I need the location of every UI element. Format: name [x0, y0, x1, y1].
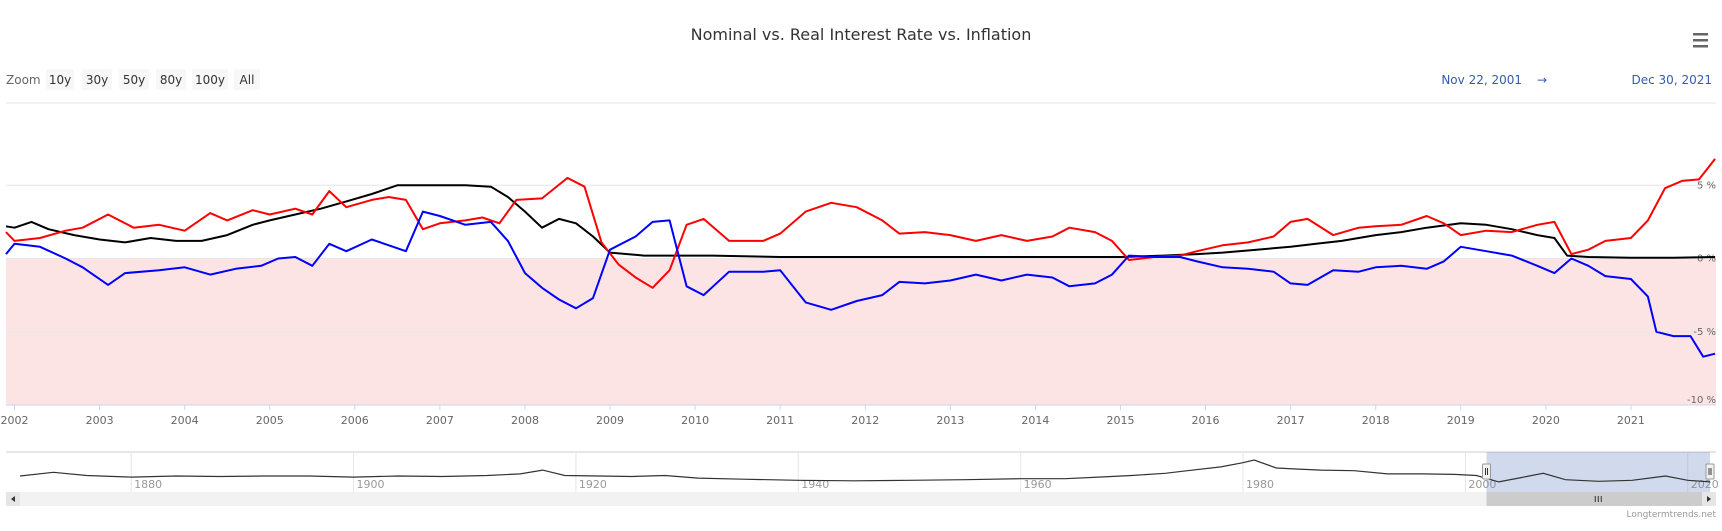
x-tick-label: 2014 [1021, 414, 1049, 427]
zoom-button-label: 80y [160, 73, 182, 87]
range-arrow: → [1537, 73, 1547, 87]
x-tick-label: 2010 [681, 414, 709, 427]
navigator-tick-label: 1900 [357, 478, 385, 491]
series-line-2 [5, 210, 1716, 358]
navigator-series-line [19, 459, 1711, 483]
chart-title: Nominal vs. Real Interest Rate vs. Infla… [691, 25, 1032, 44]
arrow-left-icon [11, 496, 15, 502]
zoom-button-bg [192, 69, 228, 90]
credit-text[interactable]: Longtermtrends.net [1627, 510, 1717, 520]
x-tick-label: 2017 [1277, 414, 1305, 427]
navigator[interactable]: 18801900192019401960198020002020 [6, 451, 1719, 506]
scroll-right-button[interactable] [1702, 492, 1716, 506]
navigator-selected-range[interactable] [1486, 452, 1710, 492]
zoom-button-30y[interactable]: 30y [82, 69, 112, 90]
range-from[interactable]: Nov 22, 2001 [1441, 73, 1522, 87]
scrollbar-track[interactable] [6, 492, 1716, 506]
x-tick-label: 2011 [766, 414, 794, 427]
navigator-handle-left[interactable] [1482, 463, 1492, 480]
zoom-button-all[interactable]: All [234, 69, 260, 90]
zoom-button-50y[interactable]: 50y [119, 69, 149, 90]
y-tick-label: -5 % [1693, 327, 1716, 338]
x-tick-label: 2012 [851, 414, 879, 427]
navigator-tick-label: 1960 [1024, 478, 1052, 491]
range-to[interactable]: Dec 30, 2021 [1632, 73, 1712, 87]
navigator-tick-label: 2000 [1468, 478, 1496, 491]
zoom-button-bg [119, 69, 149, 90]
navigator-handle-right[interactable] [1705, 463, 1715, 480]
navigator-tick-label: 1920 [579, 478, 607, 491]
plot-area: 5 % 0 % -5 % -10 % [5, 158, 1716, 406]
zoom-buttons: 10y 30y 50y 80y 100y All [46, 69, 260, 90]
zoom-button-bg [156, 69, 186, 90]
zoom-button-80y[interactable]: 80y [156, 69, 186, 90]
x-tick-label: 2019 [1447, 414, 1475, 427]
x-tick-label: 2009 [596, 414, 624, 427]
x-tick-label: 2008 [511, 414, 539, 427]
zoom-button-bg [82, 69, 112, 90]
x-axis: 2002 2003 2004 2005 2006 2007 2008 2009 2010 2011… [1, 404, 1716, 427]
x-tick-label: 2007 [426, 414, 454, 427]
y-tick-label: 5 % [1697, 180, 1716, 191]
y-tick-label: 0 % [1697, 254, 1716, 265]
x-tick-label: 2016 [1192, 414, 1220, 427]
x-tick-label: 2021 [1617, 414, 1645, 427]
zoom-button-label: 10y [49, 73, 71, 87]
x-tick-label: 2015 [1106, 414, 1134, 427]
zoom-button-bg [234, 69, 260, 90]
zoom-button-label: 100y [195, 73, 225, 87]
x-tick-label: 2013 [936, 414, 964, 427]
navigator-tick-label: 1940 [801, 478, 829, 491]
x-tick-label: 2005 [256, 414, 284, 427]
date-range: Nov 22, 2001 → Dec 30, 2021 [1441, 73, 1712, 87]
scroll-left-button[interactable] [6, 492, 20, 506]
zoom-button-label: 30y [86, 73, 108, 87]
x-tick-label: 2018 [1362, 414, 1390, 427]
x-tick-label: 2006 [341, 414, 369, 427]
x-tick-label: 2020 [1532, 414, 1560, 427]
navigator-tick-label: 1980 [1246, 478, 1274, 491]
handle-body [1482, 463, 1492, 480]
series-line-0 [5, 184, 1716, 259]
zoom-label: Zoom [6, 73, 41, 87]
x-tick-label: 2003 [86, 414, 114, 427]
x-tick-label: 2004 [171, 414, 199, 427]
zoom-button-bg [46, 69, 74, 90]
series-line-1 [5, 158, 1716, 289]
y-tick-label: -10 % [1687, 395, 1716, 406]
zoom-button-100y[interactable]: 100y [192, 69, 228, 90]
handle-body [1705, 463, 1715, 480]
x-tick-label: 2002 [1, 414, 29, 427]
hamburger-menu-icon[interactable] [1690, 30, 1712, 50]
navigator-tick-label: 1880 [134, 478, 162, 491]
zoom-button-label: All [240, 73, 255, 87]
arrow-right-icon [1707, 496, 1711, 502]
zoom-button-10y[interactable]: 10y [46, 69, 74, 90]
zoom-button-label: 50y [123, 73, 145, 87]
